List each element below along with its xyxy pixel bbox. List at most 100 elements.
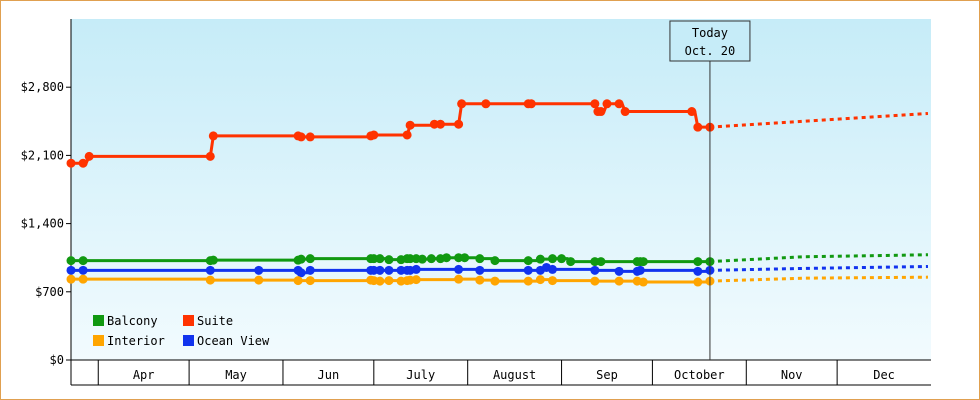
data-point xyxy=(66,158,76,168)
data-point xyxy=(475,275,485,285)
data-point xyxy=(620,107,630,117)
data-point xyxy=(614,266,624,276)
data-point xyxy=(411,275,421,285)
data-point xyxy=(638,277,648,287)
data-point xyxy=(208,255,218,265)
y-tick-label: $2,800 xyxy=(21,80,64,94)
data-point xyxy=(305,132,315,142)
data-point xyxy=(454,119,464,129)
data-point xyxy=(293,276,303,286)
today-label-box xyxy=(669,20,751,62)
y-tick-label: $1,400 xyxy=(21,217,64,231)
month-label: Apr xyxy=(133,368,155,382)
data-point xyxy=(547,276,557,286)
data-point xyxy=(614,99,624,109)
month-label: Jun xyxy=(318,368,340,382)
data-point xyxy=(375,276,385,286)
today-label: Today xyxy=(692,26,728,40)
month-label: May xyxy=(225,368,247,382)
data-point xyxy=(602,99,612,109)
legend-label: Interior xyxy=(107,334,165,348)
data-point xyxy=(526,99,536,109)
data-point xyxy=(535,254,545,264)
data-point xyxy=(596,107,606,117)
data-point xyxy=(305,254,315,264)
data-point xyxy=(411,264,421,274)
y-tick-label: $0 xyxy=(50,353,64,367)
month-label: July xyxy=(406,368,435,382)
data-point xyxy=(490,256,500,266)
data-point xyxy=(426,254,436,264)
legend-item: Ocean View xyxy=(183,334,270,348)
data-point xyxy=(296,132,306,142)
data-point xyxy=(66,256,76,266)
month-label: Sep xyxy=(596,368,618,382)
data-point xyxy=(535,275,545,285)
y-axis: $0 $700 $1,400 $2,100 $2,800 xyxy=(21,19,72,385)
data-point xyxy=(417,254,427,264)
month-label: Dec xyxy=(873,368,895,382)
data-point xyxy=(590,265,600,275)
legend-item: Interior xyxy=(93,334,165,348)
series-layer xyxy=(66,99,929,287)
data-point xyxy=(305,276,315,286)
data-point xyxy=(78,265,88,275)
data-point xyxy=(254,265,264,275)
data-point xyxy=(687,107,697,117)
data-point xyxy=(454,264,464,274)
data-point xyxy=(590,276,600,286)
series-forecast-line xyxy=(709,264,928,272)
data-point xyxy=(475,265,485,275)
data-point xyxy=(208,131,218,141)
y-tick-label: $700 xyxy=(35,285,64,299)
data-point xyxy=(205,275,215,285)
data-point xyxy=(84,151,94,161)
data-point xyxy=(78,158,88,168)
legend: Balcony Suite Interior Ocean View xyxy=(93,314,270,348)
plot-area xyxy=(71,19,931,360)
data-point xyxy=(205,151,215,161)
legend-label: Ocean View xyxy=(197,334,270,348)
data-point xyxy=(590,99,600,109)
data-point xyxy=(693,266,703,276)
data-point xyxy=(614,276,624,286)
series-forecast-line xyxy=(709,275,928,283)
data-point xyxy=(457,99,467,109)
data-point xyxy=(66,274,76,284)
legend-swatch xyxy=(93,315,104,326)
data-point xyxy=(384,276,394,286)
data-point xyxy=(557,254,567,264)
data-point xyxy=(78,256,88,266)
data-point xyxy=(693,257,703,267)
data-point xyxy=(205,265,215,275)
series-forecast-line xyxy=(709,253,928,264)
legend-swatch xyxy=(93,335,104,346)
data-point xyxy=(454,274,464,284)
series-balcony xyxy=(66,253,928,267)
data-point xyxy=(481,99,491,109)
data-point xyxy=(405,120,415,130)
data-point xyxy=(435,119,445,129)
data-point xyxy=(523,276,533,286)
data-point xyxy=(566,257,576,267)
data-point xyxy=(402,130,412,140)
legend-label: Balcony xyxy=(107,314,158,328)
series-interior xyxy=(66,274,928,287)
x-axis: Apr May Jun July August Sep October Nov Dec xyxy=(71,359,931,386)
series-ocean-view xyxy=(66,262,928,278)
data-point xyxy=(78,274,88,284)
data-point xyxy=(66,265,76,275)
data-point xyxy=(596,257,606,267)
y-tick-label: $2,100 xyxy=(21,148,64,162)
legend-swatch xyxy=(183,335,194,346)
data-point xyxy=(523,265,533,275)
data-point xyxy=(375,265,385,275)
legend-label: Suite xyxy=(197,314,233,328)
data-point xyxy=(523,256,533,266)
data-point xyxy=(384,265,394,275)
data-point xyxy=(547,254,557,264)
data-point xyxy=(384,255,394,265)
data-point xyxy=(460,253,470,263)
today-date: Oct. 20 xyxy=(685,44,736,58)
